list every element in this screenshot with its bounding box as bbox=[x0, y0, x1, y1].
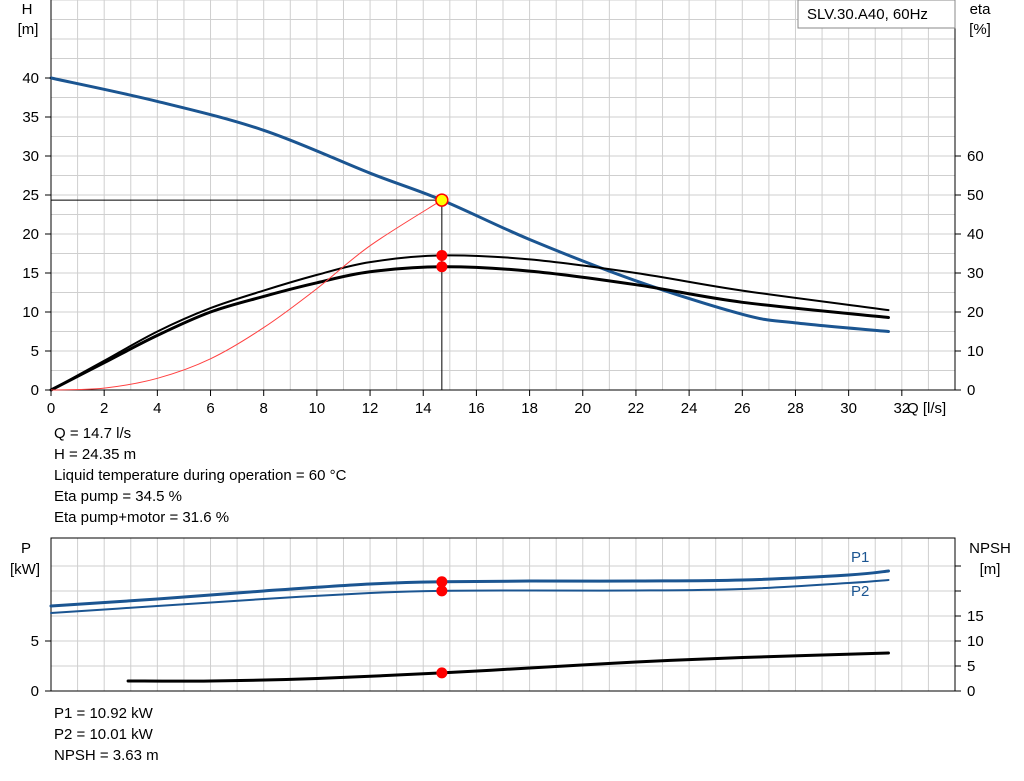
eta-pump-curve bbox=[50, 254, 890, 391]
npsh-tick-label: 15 bbox=[967, 608, 984, 625]
x-tick-label: 6 bbox=[206, 400, 214, 417]
operating-point-info: Q = 14.7 l/s H = 24.35 m Liquid temperat… bbox=[54, 423, 346, 528]
h-tick-label: 25 bbox=[22, 187, 39, 204]
p2-curve bbox=[50, 579, 890, 614]
x-tick-label: 14 bbox=[415, 400, 432, 417]
x-tick-label: 18 bbox=[521, 400, 538, 417]
p-axis-name: P bbox=[21, 540, 31, 557]
x-tick-label: 20 bbox=[574, 400, 591, 417]
npsh-duty-point bbox=[436, 667, 448, 679]
p-tick-label: 5 bbox=[31, 633, 39, 650]
lower-grid bbox=[50, 537, 956, 692]
eta-tick-label: 60 bbox=[967, 148, 984, 165]
p2-value: P2 = 10.01 kW bbox=[54, 726, 153, 743]
h-tick-label: 30 bbox=[22, 148, 39, 165]
npsh-tick-label: 10 bbox=[967, 633, 984, 650]
flow-value: Q = 14.7 l/s bbox=[54, 425, 132, 442]
eta-pump-motor-duty-point bbox=[436, 261, 448, 273]
x-tick-label: 10 bbox=[309, 400, 326, 417]
lower-marks bbox=[49, 569, 890, 683]
eta-pump-motor-value: Eta pump+motor = 31.6 % bbox=[54, 509, 230, 526]
eta-tick-label: 0 bbox=[967, 382, 975, 399]
lower-plot-frame bbox=[50, 537, 956, 692]
p1-duty-point bbox=[436, 576, 448, 588]
chart-title: SLV.30.A40, 60Hz bbox=[807, 6, 928, 23]
head-curve bbox=[49, 76, 890, 333]
x-tick-label: 0 bbox=[47, 400, 55, 417]
h-tick-label: 15 bbox=[22, 265, 39, 282]
npsh-curve bbox=[126, 651, 890, 683]
x-tick-label: 22 bbox=[628, 400, 645, 417]
p2-series-label: P2 bbox=[851, 583, 869, 600]
eta-pump-motor-curve bbox=[49, 265, 890, 392]
x-axis-label: Q [l/s] bbox=[907, 400, 946, 417]
duty-point-marker bbox=[435, 193, 449, 207]
main-ticks: 0 2 4 6 8 10 12 14 16 18 20 22 24 26 28 30 3205101520253… bbox=[22, 70, 983, 417]
head-value: H = 24.35 m bbox=[54, 446, 137, 463]
h-tick-label: 40 bbox=[22, 70, 39, 87]
eta-tick-label: 10 bbox=[967, 343, 984, 360]
h-tick-label: 10 bbox=[22, 304, 39, 321]
lower-ticks: 0 5 0 5 10 15 bbox=[31, 565, 984, 700]
x-tick-label: 12 bbox=[362, 400, 379, 417]
x-tick-label: 26 bbox=[734, 400, 751, 417]
eta-tick-label: 40 bbox=[967, 226, 984, 243]
x-tick-label: 30 bbox=[840, 400, 857, 417]
p1-value: P1 = 10.92 kW bbox=[54, 705, 153, 722]
eta-axis-name: eta bbox=[970, 1, 992, 18]
npsh-tick-label: 5 bbox=[967, 658, 975, 675]
h-tick-label: 5 bbox=[31, 343, 39, 360]
eta-pump-duty-point bbox=[436, 249, 448, 261]
eta-tick-label: 20 bbox=[967, 304, 984, 321]
x-tick-label: 28 bbox=[787, 400, 804, 417]
p-tick-label: 0 bbox=[31, 683, 39, 700]
x-tick-label: 32 bbox=[893, 400, 910, 417]
x-tick-label: 24 bbox=[681, 400, 698, 417]
title-box bbox=[797, 0, 956, 29]
p1-series-label: P1 bbox=[851, 549, 869, 566]
h-tick-label: 0 bbox=[31, 382, 39, 399]
p2-duty-point bbox=[436, 585, 448, 597]
eta-pump-value: Eta pump = 34.5 % bbox=[54, 488, 182, 505]
p1-curve bbox=[49, 569, 890, 608]
npsh-value: NPSH = 3.63 m bbox=[54, 747, 159, 764]
eta-axis-unit: [%] bbox=[969, 21, 991, 38]
x-tick-label: 8 bbox=[260, 400, 268, 417]
h-tick-label: 20 bbox=[22, 226, 39, 243]
npsh-axis-name: NPSH bbox=[969, 540, 1011, 557]
h-tick-label: 35 bbox=[22, 109, 39, 126]
h-axis-name: H bbox=[22, 1, 33, 18]
npsh-axis-unit: [m] bbox=[980, 561, 1001, 578]
liquid-temperature-value: Liquid temperature during operation = 60… bbox=[54, 467, 347, 484]
main-marks bbox=[49, 76, 890, 392]
main-grid bbox=[50, 0, 956, 391]
eta-tick-label: 50 bbox=[967, 187, 984, 204]
npsh-tick-label: 0 bbox=[967, 683, 975, 700]
h-axis-unit: [m] bbox=[18, 21, 39, 38]
x-tick-label: 16 bbox=[468, 400, 485, 417]
x-tick-label: 2 bbox=[100, 400, 108, 417]
power-info: P1 = 10.92 kW P2 = 10.01 kW NPSH = 3.63 … bbox=[54, 703, 159, 766]
system-curve bbox=[50, 199, 443, 391]
p-axis-unit: [kW] bbox=[10, 561, 40, 578]
x-tick-label: 4 bbox=[153, 400, 161, 417]
eta-tick-label: 30 bbox=[967, 265, 984, 282]
